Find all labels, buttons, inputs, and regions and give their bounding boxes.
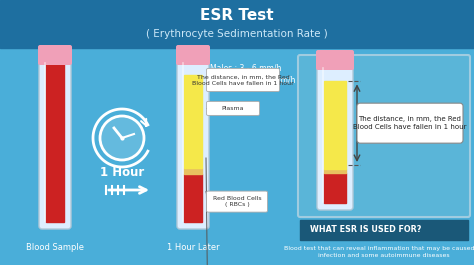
Text: ( Erythrocyte Sedimentation Rate ): ( Erythrocyte Sedimentation Rate ) <box>146 29 328 39</box>
Bar <box>300 220 468 240</box>
Bar <box>184 174 202 222</box>
Bar <box>0 0 474 48</box>
Circle shape <box>100 116 144 160</box>
Text: Red Blood Cells
( RBCs ): Red Blood Cells ( RBCs ) <box>213 196 261 207</box>
Text: 1 Hour Later: 1 Hour Later <box>167 242 219 251</box>
Bar <box>324 81 346 169</box>
Text: WHAT ESR IS USED FOR?: WHAT ESR IS USED FOR? <box>310 226 421 235</box>
Text: Blood test that can reveal inflammation that may be caused by
infection and some: Blood test that can reveal inflammation … <box>284 246 474 258</box>
Text: Plasma: Plasma <box>222 106 244 111</box>
FancyBboxPatch shape <box>316 50 354 70</box>
Text: Males : 3 - 6 mm/h: Males : 3 - 6 mm/h <box>210 64 282 73</box>
FancyBboxPatch shape <box>176 45 210 65</box>
FancyBboxPatch shape <box>39 55 71 229</box>
Text: Females : 8 - 10 mm/h: Females : 8 - 10 mm/h <box>210 76 295 85</box>
Bar <box>324 169 346 173</box>
FancyBboxPatch shape <box>298 55 470 217</box>
FancyBboxPatch shape <box>38 45 72 65</box>
Text: ESR Test: ESR Test <box>200 8 274 24</box>
FancyBboxPatch shape <box>207 191 267 212</box>
Bar <box>324 173 346 203</box>
Text: The distance, in mm, the Red
Blood Cells have fallen in 1 hour: The distance, in mm, the Red Blood Cells… <box>353 116 467 130</box>
FancyBboxPatch shape <box>317 60 353 210</box>
Bar <box>184 75 202 167</box>
FancyBboxPatch shape <box>207 68 280 91</box>
Text: 1 Hour: 1 Hour <box>100 166 144 179</box>
Text: The distance, in mm, the Red
Blood Cells have fallen in 1 hour: The distance, in mm, the Red Blood Cells… <box>192 74 294 86</box>
FancyBboxPatch shape <box>207 101 259 115</box>
Bar <box>184 167 202 174</box>
FancyBboxPatch shape <box>177 55 209 229</box>
FancyBboxPatch shape <box>357 103 463 143</box>
Text: Blood Sample: Blood Sample <box>26 242 84 251</box>
Bar <box>46 62 64 222</box>
